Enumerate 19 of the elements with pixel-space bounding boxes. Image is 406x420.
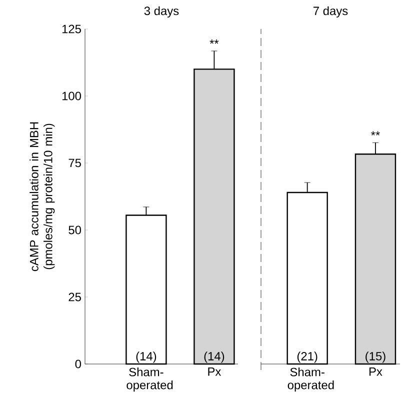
x-tick-label: Px (369, 368, 382, 376)
x-tick-label: Sham-operated (288, 368, 334, 392)
chart-title: 3 days (144, 6, 179, 18)
annotation: (15) (366, 352, 386, 363)
y-tick-label: 75 (68, 158, 81, 168)
annotation: ** (210, 40, 219, 44)
annotation: (14) (136, 352, 156, 363)
y-axis-title: cAMP accumulation in MBH (pmoles/mg protein/10 min) (30, 122, 55, 272)
y-tick-label: 50 (68, 226, 82, 234)
y-tick-label: 100 (62, 92, 82, 100)
annotation: (14) (204, 352, 224, 363)
annotation: (21) (297, 352, 318, 363)
x-tick-label: Px (208, 368, 222, 376)
chart-title: 7 days (314, 6, 348, 18)
y-tick-label: 125 (62, 24, 81, 34)
x-tick-label: Sham-operated (126, 368, 173, 392)
y-tick-label: 25 (68, 292, 81, 302)
y-tick-label: 0 (75, 360, 82, 368)
annotation: ** (371, 131, 380, 136)
